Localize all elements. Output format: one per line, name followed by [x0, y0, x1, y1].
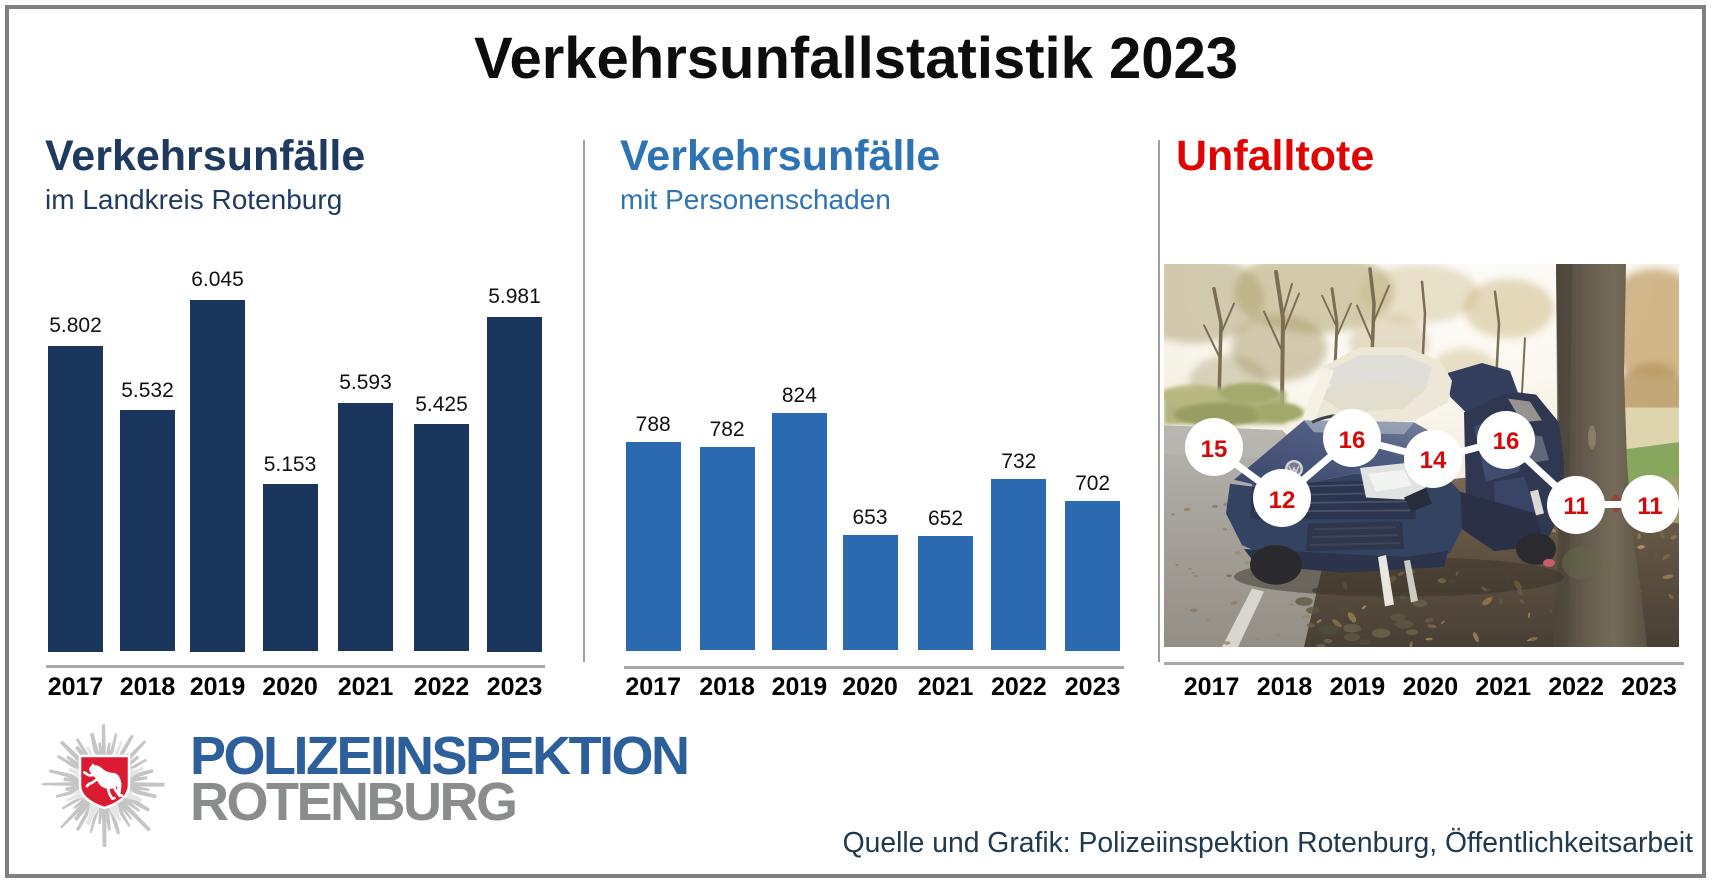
svg-text:11: 11 [1563, 493, 1588, 520]
svg-text:15: 15 [1201, 436, 1228, 463]
svg-text:11: 11 [1637, 493, 1662, 520]
svg-text:12: 12 [1269, 487, 1296, 514]
svg-text:16: 16 [1493, 428, 1520, 455]
svg-text:16: 16 [1339, 427, 1366, 454]
svg-text:14: 14 [1420, 447, 1447, 474]
